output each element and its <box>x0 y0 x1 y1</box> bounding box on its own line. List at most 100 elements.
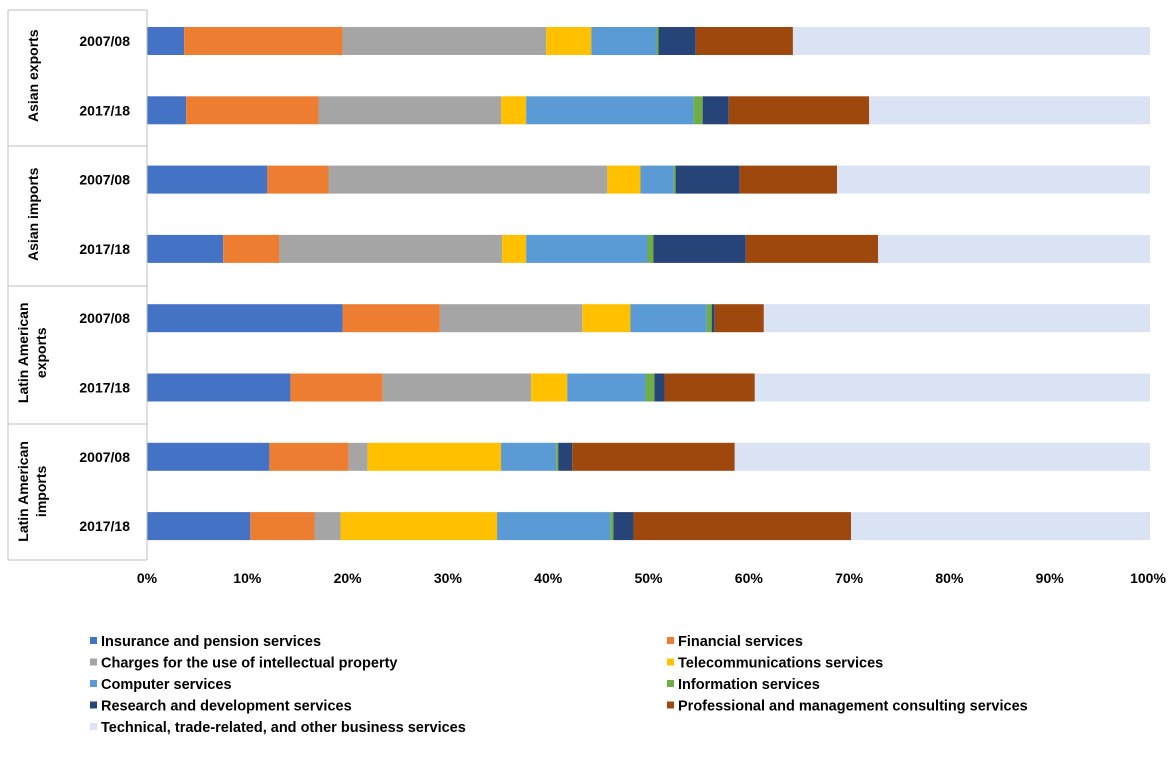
legend-swatch <box>90 701 97 709</box>
legend-swatch <box>90 680 97 687</box>
legend-item: Telecommunications services <box>667 656 883 672</box>
plot-area <box>147 27 1150 541</box>
y-axis-labels: 2007/08 2017/18 2007/08 2017/18 2007/08 2017/… <box>15 29 130 542</box>
bar-segment <box>501 96 527 125</box>
bar-segment <box>223 234 280 263</box>
legend-item: Research and development services <box>90 699 352 715</box>
bar-segment <box>342 27 547 55</box>
legend-label: Insurance and pension services <box>101 634 321 650</box>
bar-segment <box>572 442 735 471</box>
legend-label: Charges for the use of intellectual prop… <box>101 656 398 672</box>
legend-item: Financial services <box>667 634 803 650</box>
bar-segment <box>837 165 1150 194</box>
bar-segment <box>147 442 270 471</box>
bar-segment <box>267 165 329 194</box>
bar-segment <box>556 442 559 471</box>
group-label-line: Latin American <box>15 302 31 403</box>
legend-swatch <box>667 658 674 666</box>
bar-segment <box>497 512 611 541</box>
bar-segment <box>531 373 568 402</box>
group-label-line: Asian imports <box>25 167 41 261</box>
bar-segment <box>754 373 1150 402</box>
bar-segment <box>147 512 251 541</box>
legend-item: Technical, trade-related, and other busi… <box>90 720 466 736</box>
bar-segment <box>382 373 532 402</box>
bar-segment <box>342 304 440 333</box>
bar-segment <box>673 165 676 194</box>
bar-segment <box>439 304 583 333</box>
bar-segment <box>367 442 502 471</box>
bar-segment <box>314 512 341 541</box>
bar-segment <box>711 304 715 333</box>
legend-label: Professional and management consulting s… <box>678 699 1028 715</box>
bar-segment <box>739 165 838 194</box>
legend-item: Computer services <box>90 677 232 693</box>
bar-segment <box>851 512 1150 541</box>
group-label-line: imports <box>33 466 49 518</box>
bar-segment <box>714 304 764 333</box>
bar-segment <box>147 27 185 55</box>
bar-segment <box>591 27 657 55</box>
bar-segment <box>147 165 268 194</box>
bar-segment <box>610 512 614 541</box>
axes <box>7 9 148 561</box>
x-axis-labels: 0% 10% 20% 30% 40% 50% 60% 70% 80% 90% 100% <box>137 570 1167 586</box>
legend-label: Information services <box>678 677 820 693</box>
bar-segment <box>567 373 646 402</box>
legend-item: Charges for the use of intellectual prop… <box>90 656 398 672</box>
legend-item: Professional and management consulting s… <box>667 699 1028 715</box>
y-tick-label: 2017/18 <box>79 241 130 257</box>
x-tick-label: 100% <box>1130 570 1166 586</box>
bar-segment <box>526 234 648 263</box>
bar-segment <box>633 512 852 541</box>
x-tick-label: 30% <box>434 570 463 586</box>
x-tick-label: 10% <box>233 570 262 586</box>
bar-segment <box>502 234 527 263</box>
bar-segment <box>290 373 383 402</box>
legend-label: Research and development services <box>101 699 352 715</box>
legend-swatch <box>90 637 97 644</box>
legend-item: Information services <box>667 677 820 693</box>
legend-swatch <box>667 637 674 644</box>
bar-segment <box>147 304 343 333</box>
bar-segment <box>318 96 502 125</box>
bar-segment <box>734 442 1150 471</box>
bar-segment <box>582 304 631 333</box>
bar-segment <box>546 27 592 55</box>
bar-segment <box>654 373 665 402</box>
bar-segment <box>328 165 608 194</box>
bar-segment <box>526 96 694 125</box>
group-label: Latin American imports <box>15 441 49 542</box>
bar-segment <box>340 512 498 541</box>
group-label: Asian imports <box>25 167 41 261</box>
y-tick-label: 2017/18 <box>79 102 130 118</box>
bar-segment <box>675 165 740 194</box>
y-tick-label: 2007/08 <box>79 449 130 465</box>
x-tick-label: 40% <box>534 570 563 586</box>
bar-segment <box>279 234 503 263</box>
group-label-line: Latin American <box>15 441 31 542</box>
bar-segment <box>630 304 707 333</box>
bar-segment <box>186 96 319 125</box>
x-tick-label: 80% <box>935 570 964 586</box>
bar-segment <box>656 27 659 55</box>
bar-segment <box>640 165 674 194</box>
bar-segment <box>269 442 349 471</box>
legend-swatch <box>667 701 674 709</box>
bar-segment <box>792 27 1150 55</box>
group-label-line: exports <box>33 327 49 378</box>
bar-segment <box>558 442 573 471</box>
bar-segment <box>184 27 343 55</box>
y-tick-label: 2007/08 <box>79 33 130 49</box>
legend-label: Technical, trade-related, and other busi… <box>101 720 466 736</box>
bar-segment <box>653 234 746 263</box>
x-tick-label: 20% <box>334 570 363 586</box>
bar-segment <box>147 96 187 125</box>
legend-label: Financial services <box>678 634 803 650</box>
bar-segment <box>613 512 634 541</box>
bar-segment <box>250 512 315 541</box>
y-tick-label: 2007/08 <box>79 172 130 188</box>
bar-segment <box>658 27 696 55</box>
legend: Insurance and pension services Financial … <box>90 634 1028 736</box>
